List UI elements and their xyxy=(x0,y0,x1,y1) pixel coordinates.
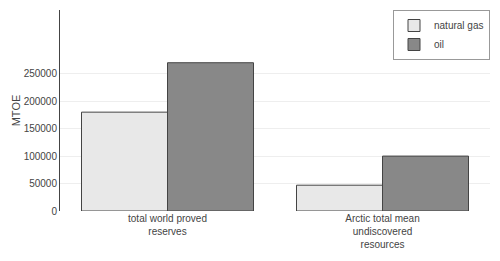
svg-text:MTOE: MTOE xyxy=(10,95,22,127)
svg-text:natural gas: natural gas xyxy=(434,20,483,31)
svg-text:total world provedreserves: total world provedreserves xyxy=(128,213,207,237)
svg-text:200000: 200000 xyxy=(24,96,58,107)
svg-text:150000: 150000 xyxy=(24,123,58,134)
svg-text:250000: 250000 xyxy=(24,68,58,79)
svg-text:100000: 100000 xyxy=(24,151,58,162)
svg-text:50000: 50000 xyxy=(29,178,57,189)
svg-text:0: 0 xyxy=(51,206,57,217)
svg-text:oil: oil xyxy=(434,39,444,50)
svg-text:Arctic total meanundiscoveredr: Arctic total meanundiscoveredresources xyxy=(345,213,419,250)
